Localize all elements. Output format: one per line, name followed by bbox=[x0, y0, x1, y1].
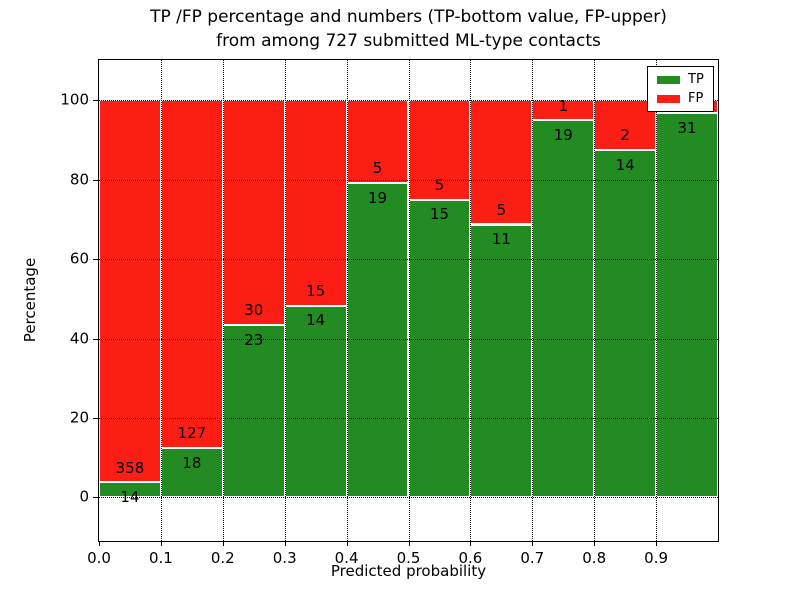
y-tick-mark bbox=[93, 497, 99, 499]
tp-bar-segment bbox=[160, 448, 223, 498]
tp-bar-segment bbox=[284, 305, 347, 498]
x-tick-mark bbox=[656, 541, 658, 546]
legend: TP FP bbox=[647, 66, 714, 112]
x-gridline bbox=[594, 60, 596, 541]
y-tick-label: 100 bbox=[60, 91, 89, 110]
x-tick-label: 0.2 bbox=[210, 549, 235, 567]
tp-count-label: 23 bbox=[244, 330, 264, 349]
x-tick-label: 0.0 bbox=[87, 549, 111, 567]
x-axis-label: Predicted probability bbox=[330, 562, 487, 580]
x-tick-mark bbox=[532, 541, 534, 546]
fp-count-label: 1 bbox=[558, 96, 569, 115]
tp-bar-segment bbox=[470, 224, 533, 498]
x-tick-mark bbox=[160, 541, 162, 546]
x-tick-label: 0.3 bbox=[272, 549, 297, 567]
tp-bar-segment bbox=[408, 199, 471, 498]
x-tick-mark bbox=[99, 541, 100, 546]
y-tick-label: 20 bbox=[69, 408, 89, 427]
chart-title: TP /FP percentage and numbers (TP-bottom… bbox=[99, 5, 718, 53]
chart-title-line2: from among 727 submitted ML-type contact… bbox=[216, 31, 601, 51]
tp-count-label: 19 bbox=[368, 188, 388, 207]
x-tick-mark bbox=[222, 541, 224, 546]
legend-label-fp: FP bbox=[688, 91, 704, 106]
y-tick-label: 80 bbox=[69, 170, 89, 189]
tp-bar-segment bbox=[532, 120, 595, 498]
tp-count-label: 14 bbox=[306, 311, 326, 330]
fp-bar-segment bbox=[284, 100, 347, 306]
x-gridline bbox=[470, 60, 472, 541]
x-tick-label: 0.9 bbox=[644, 549, 669, 567]
y-tick-label: 0 bbox=[79, 487, 89, 506]
tp-count-label: 11 bbox=[491, 230, 511, 249]
y-tick-label: 60 bbox=[69, 249, 89, 268]
legend-item-fp: FP bbox=[657, 91, 704, 106]
tp-count-label: 19 bbox=[553, 126, 573, 144]
x-tick-mark bbox=[346, 541, 348, 546]
plot-area: TP FP 3581412718302315145195155111192141… bbox=[60, 59, 719, 567]
tp-count-label: 14 bbox=[615, 155, 635, 174]
x-gridline bbox=[160, 60, 162, 541]
y-axis-label: Percentage bbox=[21, 257, 39, 343]
x-tick-label: 0.4 bbox=[334, 549, 359, 567]
tp-count-label: 14 bbox=[120, 488, 140, 507]
fp-count-label: 5 bbox=[434, 176, 445, 194]
x-tick-label: 0.6 bbox=[458, 549, 483, 567]
x-gridline bbox=[222, 60, 224, 541]
x-tick-label: 0.7 bbox=[520, 549, 545, 567]
fp-count-label: 30 bbox=[244, 301, 264, 320]
x-gridline bbox=[656, 60, 658, 541]
fp-bar-segment bbox=[99, 100, 161, 483]
tp-bar-segment bbox=[346, 183, 409, 498]
fp-bar-segment bbox=[160, 100, 223, 449]
tp-bar-segment bbox=[656, 112, 718, 498]
y-tick-mark bbox=[93, 179, 99, 181]
x-gridline bbox=[408, 60, 410, 541]
tp-count-label: 15 bbox=[429, 205, 449, 224]
tp-count-label: 31 bbox=[677, 118, 697, 137]
x-tick-label: 0.1 bbox=[148, 549, 173, 567]
fp-color-swatch bbox=[657, 94, 680, 103]
tp-color-swatch bbox=[657, 75, 680, 84]
y-tick-label: 40 bbox=[69, 329, 89, 348]
fp-count-label: 5 bbox=[496, 200, 507, 219]
fp-count-label: 5 bbox=[372, 159, 383, 178]
fp-count-label: 127 bbox=[177, 424, 207, 443]
fp-count-label: 358 bbox=[115, 458, 145, 477]
tp-bar-segment bbox=[594, 150, 657, 498]
fp-bar-segment bbox=[222, 100, 285, 326]
x-tick-mark bbox=[408, 541, 410, 546]
x-tick-label: 0.5 bbox=[396, 549, 421, 567]
tp-bar-segment bbox=[99, 482, 161, 498]
fp-bar-segment bbox=[408, 100, 471, 200]
x-tick-label: 0.8 bbox=[582, 549, 607, 567]
x-gridline bbox=[532, 60, 534, 541]
legend-label-tp: TP bbox=[688, 72, 704, 87]
x-tick-mark bbox=[470, 541, 472, 546]
y-tick-mark bbox=[93, 338, 99, 340]
tp-bar-segment bbox=[222, 325, 285, 498]
x-gridline bbox=[284, 60, 286, 541]
x-tick-mark bbox=[284, 541, 286, 546]
chart-title-line1: TP /FP percentage and numbers (TP-bottom… bbox=[150, 7, 667, 27]
y-tick-mark bbox=[93, 259, 99, 261]
legend-item-tp: TP bbox=[657, 72, 704, 87]
tp-count-label: 18 bbox=[182, 453, 202, 472]
fp-count-label: 2 bbox=[620, 126, 630, 145]
x-tick-mark bbox=[594, 541, 596, 546]
y-tick-mark bbox=[93, 417, 99, 419]
fp-count-label: 15 bbox=[306, 282, 326, 301]
fp-bar-segment bbox=[346, 100, 409, 184]
x-gridline bbox=[346, 60, 348, 541]
y-tick-mark bbox=[93, 100, 99, 102]
